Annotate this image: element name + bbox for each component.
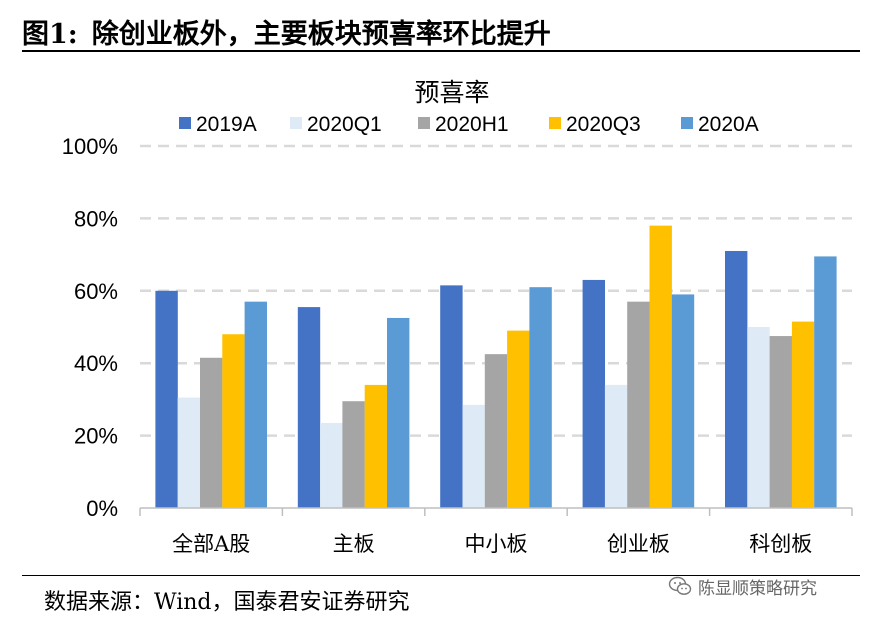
bar-2020A-4 [814, 256, 837, 508]
bar-2020H1-4 [769, 336, 792, 508]
y-tick-0: 0% [86, 496, 118, 521]
wechat-icon [668, 576, 692, 595]
bar-2020A-2 [529, 287, 552, 508]
figure-title-text: 除创业板外，主要板块预喜率环比提升 [91, 19, 551, 50]
bar-2020Q3-4 [791, 321, 815, 508]
bar-2019A-4 [725, 250, 748, 509]
legend-label-2020Q1: 2020Q1 [307, 113, 382, 136]
legend-label-2020H1: 2020H1 [435, 113, 509, 136]
bar-2020A-3 [671, 294, 695, 508]
legend-swatch-2019A [179, 117, 191, 129]
bar-2020Q1-1 [320, 422, 343, 508]
bar-2020A-1 [387, 317, 410, 508]
y-tick-100: 100% [62, 134, 118, 159]
bar-2020Q3-1 [364, 384, 388, 508]
bar-2020Q3-3 [649, 225, 672, 508]
source-rule [22, 575, 860, 576]
bar-2019A-2 [440, 285, 463, 508]
legend-label-2020Q3: 2020Q3 [566, 113, 641, 136]
chart-title: 预喜率 [414, 78, 489, 107]
source-note: 数据来源：Wind，国泰君安证券研究 [44, 590, 410, 615]
legend-swatch-2020Q1 [290, 117, 302, 129]
y-tick-60: 60% [74, 279, 118, 304]
bar-2020H1-2 [484, 354, 508, 508]
x-tick-label-0: 全部A股 [172, 532, 250, 556]
bar-2019A-0 [155, 290, 178, 508]
bar-2020Q3-0 [222, 334, 245, 508]
watermark: 陈显顺策略研究 [668, 573, 817, 599]
bar-2019A-3 [582, 279, 605, 508]
y-tick-20: 20% [74, 424, 118, 449]
legend-swatch-2020H1 [418, 117, 430, 129]
bar-2020H1-3 [627, 301, 650, 508]
bar-2020H1-1 [342, 401, 365, 508]
y-axis-ticks: 0% 20% 40% 60% 80% 100% [62, 134, 118, 521]
x-tick-label-3: 创业板 [607, 532, 670, 556]
legend-swatch-2020A [681, 117, 693, 129]
chart-legend: 2019A 2020Q1 2020H1 2020Q3 2020A [179, 113, 759, 136]
legend-label-2020A: 2020A [698, 113, 759, 136]
title-rule [22, 50, 860, 52]
watermark-text: 陈显顺策略研究 [698, 578, 817, 599]
figure-number: 图1: [22, 19, 78, 50]
y-tick-80: 80% [74, 206, 118, 231]
bar-2019A-1 [297, 307, 321, 508]
bar-2020Q1-3 [604, 384, 628, 508]
legend-swatch-2020Q3 [549, 117, 561, 129]
bar-2020Q3-2 [507, 330, 530, 508]
legend-label-2019A: 2019A [196, 113, 257, 136]
bars [155, 225, 837, 509]
x-tick-label-1: 主板 [333, 532, 375, 556]
x-tick-label-2: 中小板 [465, 532, 528, 556]
x-tick-label-4: 科创板 [749, 532, 812, 556]
bar-2020Q1-0 [177, 397, 201, 508]
bar-2020A-0 [244, 301, 267, 508]
y-tick-40: 40% [74, 351, 118, 376]
bar-2020H1-0 [200, 357, 223, 508]
bar-2020Q1-2 [462, 404, 485, 508]
figure-title: 图1: 除创业板外，主要板块预喜率环比提升 [22, 12, 551, 51]
bar-2020Q1-4 [747, 327, 770, 508]
bar-chart: 预喜率 2019A 2020Q1 2020H1 2020Q3 2020A 0% 20% 40… [62, 78, 853, 556]
x-axis: 全部A股 主板 中小板 创业板 科创板 [139, 507, 853, 556]
